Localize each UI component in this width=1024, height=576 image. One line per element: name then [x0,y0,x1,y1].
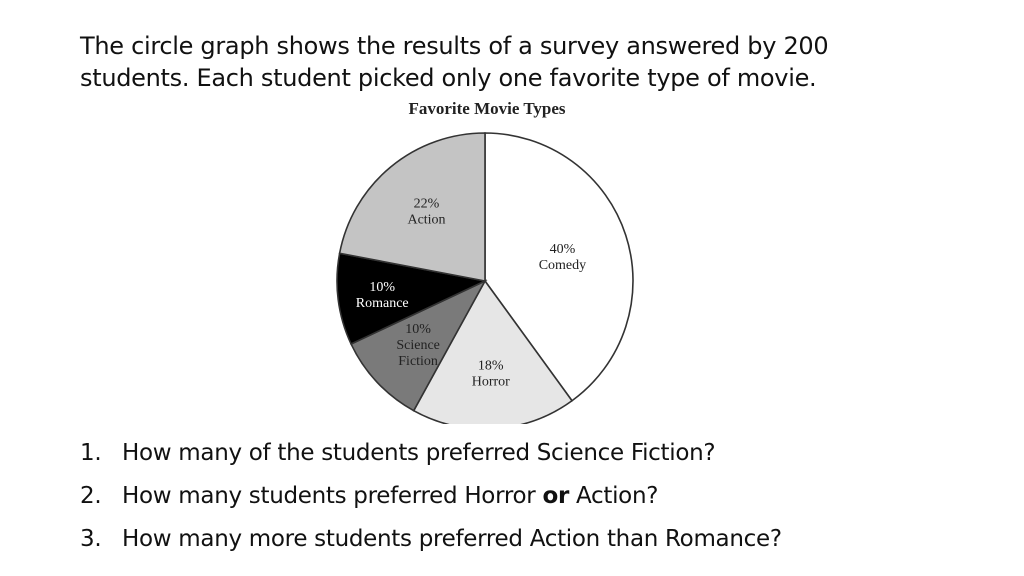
slice-label-action: 22% Action [407,196,445,227]
question-number: 3. [80,526,102,552]
pie-slice-horror [412,279,574,424]
pie-slice-romance [336,252,488,346]
question-number: 1. [80,440,102,466]
intro-line-2: students. Each student picked only one f… [80,64,817,92]
pie-slice-action [338,132,486,282]
question-2: 2. How many students preferred Horror or… [80,479,782,522]
question-text: How many students preferred Horror or Ac… [122,483,659,509]
question-number: 2. [80,483,102,509]
chart-title: Favorite Movie Types [408,99,565,118]
emphasis-or: or [542,483,569,509]
slice-label-horror: 18% Horror [472,359,510,390]
pie-chart: Favorite Movie Types 40% Comedy 18% Horror 1… [336,99,634,424]
pie-labels: 40% Comedy 18% Horror 10% Science Fiction 10% Ro… [356,196,586,389]
question-1: 1. How many of the students preferred Sc… [80,436,782,479]
slice-label-romance: 10% Romance [356,280,409,311]
slice-label-comedy: 40% Comedy [539,242,586,273]
pie-slice-science-fiction [350,279,487,412]
pie-slice-comedy [484,132,634,402]
question-text: How many of the students preferred Scien… [122,440,716,466]
intro-text: The circle graph shows the results of a … [80,30,980,94]
question-list: 1. How many of the students preferred Sc… [80,436,782,565]
question-text: How many more students preferred Action … [122,526,782,552]
pie-slices [336,132,634,424]
question-3: 3. How many more students preferred Acti… [80,522,782,565]
slice-label-science-fiction: 10% Science Fiction [396,322,440,369]
intro-line-1: The circle graph shows the results of a … [80,32,829,60]
